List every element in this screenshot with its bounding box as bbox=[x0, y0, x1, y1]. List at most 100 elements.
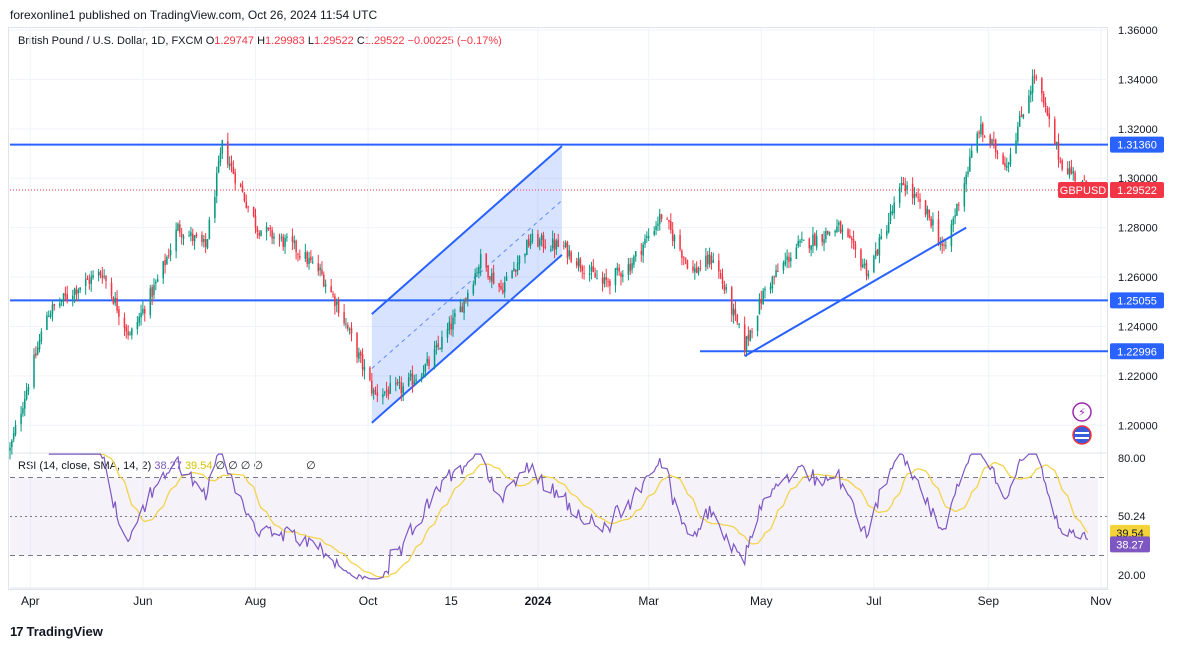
candle-body bbox=[127, 331, 129, 336]
candle-body bbox=[420, 376, 423, 380]
us-flag-icon bbox=[1072, 425, 1092, 445]
candle-body bbox=[350, 327, 353, 335]
candle-body bbox=[1046, 108, 1049, 116]
candle-body bbox=[180, 233, 183, 237]
candle-body bbox=[634, 251, 637, 257]
y-tick-label: 1.26000 bbox=[1118, 272, 1158, 284]
candle-body bbox=[114, 298, 116, 304]
candle-body bbox=[557, 239, 560, 247]
candle-body bbox=[684, 257, 687, 260]
candle-body bbox=[590, 266, 593, 272]
candle-body bbox=[361, 354, 364, 370]
y-tick-label: 1.34000 bbox=[1118, 74, 1158, 86]
candle-body bbox=[359, 352, 362, 356]
candle-body bbox=[239, 184, 242, 187]
candle-body bbox=[319, 267, 321, 271]
candle-body bbox=[348, 328, 351, 330]
candle-body bbox=[140, 312, 142, 318]
rsi-y-tick-label: 20.00 bbox=[1118, 570, 1146, 582]
candle-body bbox=[849, 235, 851, 238]
candle-body bbox=[204, 239, 207, 247]
candle-body bbox=[646, 236, 648, 238]
candle-body bbox=[369, 367, 371, 381]
candle-body bbox=[230, 162, 233, 166]
x-tick-label: Mar bbox=[638, 594, 659, 608]
candle-body bbox=[963, 183, 966, 207]
candle-body bbox=[889, 211, 892, 221]
candle-body bbox=[411, 373, 414, 385]
candle-body bbox=[956, 203, 958, 216]
rsi-legend-label: RSI (14, close, SMA, 14, 2) bbox=[18, 460, 152, 472]
candle-body bbox=[825, 231, 827, 240]
candle-body bbox=[1007, 162, 1010, 165]
candle-body bbox=[954, 215, 956, 218]
candle-body bbox=[1055, 142, 1058, 144]
candle-body bbox=[448, 321, 451, 331]
candle-body bbox=[217, 161, 220, 173]
candle-body bbox=[847, 229, 849, 237]
candle-body bbox=[149, 288, 152, 316]
candle-body bbox=[601, 277, 604, 284]
candle-body bbox=[280, 236, 283, 238]
rsi-legend-sma: 39.54 bbox=[184, 460, 213, 472]
candle-body bbox=[1054, 119, 1056, 145]
candle-body bbox=[862, 264, 864, 268]
candle-body bbox=[969, 156, 971, 172]
y-tick-label: 1.32000 bbox=[1118, 124, 1158, 136]
candle-body bbox=[27, 387, 30, 391]
candle-body bbox=[389, 383, 392, 394]
candle-body bbox=[642, 244, 644, 256]
candle-body bbox=[516, 262, 519, 272]
candle-body bbox=[465, 298, 467, 300]
candle-body bbox=[385, 389, 388, 392]
candle-body bbox=[712, 260, 715, 263]
us-flag-stripe bbox=[1075, 437, 1089, 439]
candle-body bbox=[492, 272, 495, 284]
candle-body bbox=[382, 394, 384, 398]
candle-body bbox=[286, 236, 288, 238]
candle-body bbox=[723, 285, 726, 291]
candle-body bbox=[828, 232, 831, 235]
channel-mid-line bbox=[371, 200, 563, 369]
candle-body bbox=[232, 166, 235, 174]
channel-fill bbox=[371, 146, 562, 423]
candle-body bbox=[671, 229, 674, 242]
candle-body bbox=[1018, 115, 1021, 127]
candle-body bbox=[22, 408, 24, 414]
candle-body bbox=[459, 306, 462, 313]
candle-body bbox=[627, 264, 630, 275]
candle-body bbox=[708, 254, 711, 265]
candle-body bbox=[79, 287, 81, 291]
candle-body bbox=[756, 315, 759, 332]
x-tick-label: 15 bbox=[444, 594, 458, 608]
candle-body bbox=[747, 334, 750, 340]
candle-body bbox=[854, 243, 857, 250]
candle-body bbox=[705, 255, 707, 268]
candle-body bbox=[620, 273, 622, 278]
candle-body bbox=[540, 235, 543, 240]
candle-body bbox=[103, 276, 105, 278]
level-tag-label: 1.25055 bbox=[1117, 295, 1157, 307]
candle-body bbox=[917, 196, 919, 198]
candle-body bbox=[915, 194, 918, 196]
candle-body bbox=[461, 306, 464, 313]
candle-body bbox=[49, 313, 52, 317]
candle-body bbox=[489, 276, 491, 280]
candle-body bbox=[526, 240, 528, 255]
candle-body bbox=[694, 268, 696, 273]
candle-body bbox=[657, 223, 659, 226]
close-value: 1.29522 bbox=[364, 35, 405, 47]
tradingview-logo-icon: 17 bbox=[10, 624, 24, 639]
candle-body bbox=[876, 249, 879, 255]
candle-body bbox=[863, 263, 866, 266]
candle-body bbox=[1031, 76, 1034, 93]
candle-body bbox=[886, 231, 888, 236]
candle-body bbox=[762, 290, 764, 305]
candle-body bbox=[396, 382, 399, 384]
candle-body bbox=[821, 234, 823, 242]
candle-body bbox=[441, 336, 443, 349]
candle-body bbox=[839, 221, 842, 234]
candle-body bbox=[579, 259, 582, 268]
candle-body bbox=[33, 354, 35, 388]
